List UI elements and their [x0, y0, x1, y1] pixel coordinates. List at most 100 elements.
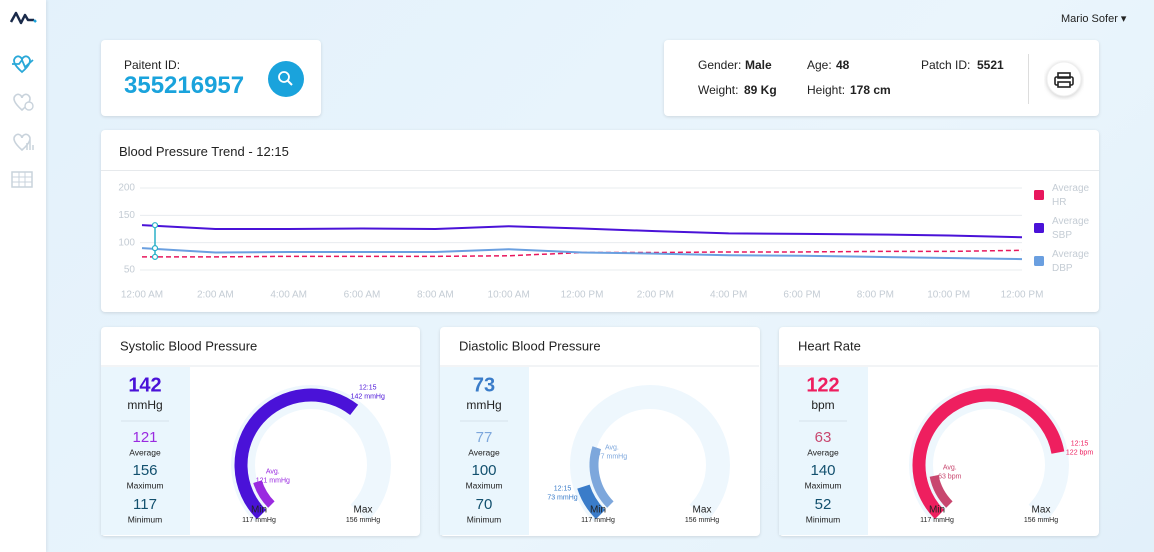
- stat-label: Maximum: [805, 480, 842, 490]
- stat-value: 121: [132, 429, 157, 446]
- patient-card: Paitent ID: 355216957: [101, 40, 321, 116]
- stats-panel: [101, 367, 190, 535]
- gauge-value: 142: [128, 374, 161, 396]
- info-value: 5521: [977, 58, 1004, 72]
- stat-label: Minimum: [806, 514, 840, 524]
- nav-stats[interactable]: [13, 133, 34, 152]
- avg-text: 121 mmHg: [256, 478, 290, 485]
- logo: [9, 11, 34, 25]
- x-tick-label: 6:00 PM: [783, 290, 820, 301]
- legend-label: Average HR: [1052, 183, 1090, 208]
- y-tick-label: 100: [118, 237, 135, 248]
- divider: [1028, 54, 1029, 104]
- gauge-title: Systolic Blood Pressure: [120, 338, 257, 353]
- trend-line: [141, 224, 1023, 239]
- stat-value: 140: [810, 462, 835, 479]
- user-name: Mario Sofer: [1061, 13, 1118, 25]
- current-time: 12:15: [1071, 441, 1089, 448]
- max-label: Max: [354, 505, 373, 516]
- x-tick-label: 12:00 PM: [561, 290, 604, 301]
- x-tick-label: 2:00 PM: [637, 290, 674, 301]
- legend-swatch: [1034, 223, 1044, 233]
- legend-swatch: [1034, 190, 1044, 200]
- stat-value: 70: [476, 496, 493, 513]
- legend-label: Average SBP: [1052, 216, 1090, 241]
- max-text: 156 mmHg: [685, 517, 719, 524]
- sidebar-icons: [9, 11, 37, 188]
- header-rule: [101, 170, 1099, 171]
- stat-label: Average: [807, 447, 839, 457]
- x-tick-label: 4:00 PM: [710, 290, 747, 301]
- stat-label: Maximum: [127, 480, 164, 490]
- max-text: 156 mmHg: [346, 517, 380, 524]
- user-menu[interactable]: Mario Sofer ▾: [1061, 13, 1127, 25]
- print-button[interactable]: [1044, 60, 1084, 100]
- current-time: 12:15: [554, 485, 572, 492]
- nav-history[interactable]: [13, 93, 34, 112]
- avg-label: Avg.: [605, 444, 619, 451]
- y-tick-label: 50: [124, 265, 136, 276]
- stat-value: 100: [471, 462, 496, 479]
- info-value: 178 cm: [850, 83, 891, 97]
- trend-line: [141, 247, 1023, 261]
- trend-card: Blood Pressure Trend - 12:15: [101, 130, 1099, 312]
- time-marker-dot: [151, 253, 159, 260]
- stat-label: Minimum: [467, 514, 501, 524]
- x-tick-label: 6:00 AM: [344, 290, 381, 301]
- patient-id: 355216957: [124, 72, 245, 99]
- x-tick-label: 2:00 AM: [197, 290, 234, 301]
- current-text: 142 mmHg: [351, 393, 385, 400]
- avg-label: Avg.: [266, 469, 280, 476]
- info-label: Patch ID:: [921, 58, 971, 72]
- stat-value: 156: [132, 462, 157, 479]
- info-card: Gender: Male Age: 48 Patch ID: 5521 Weight: 89 …: [664, 40, 1099, 116]
- y-tick-label: 200: [118, 183, 135, 194]
- max-label: Max: [693, 505, 712, 516]
- stat-value: 63: [815, 429, 832, 446]
- info-label: Weight:: [698, 83, 739, 97]
- stat-label: Average: [129, 447, 161, 457]
- gauge-title: Heart Rate: [798, 338, 861, 353]
- stat-label: Maximum: [466, 480, 503, 490]
- info-label: Height:: [807, 83, 846, 97]
- min-text: 117 mmHg: [920, 517, 954, 524]
- search-button[interactable]: [267, 60, 305, 98]
- x-tick-label: 12:00 PM: [1001, 290, 1044, 301]
- stats-panel: [779, 367, 868, 535]
- logo-accent: [33, 19, 37, 23]
- info-value: Male: [745, 58, 772, 72]
- current-text: 73 mmHg: [547, 494, 577, 501]
- info-value: 89 Kg: [744, 83, 777, 97]
- gauge-average-arc: [589, 446, 614, 508]
- max-text: 156 mmHg: [1024, 517, 1058, 524]
- x-tick-label: 4:00 AM: [270, 290, 307, 301]
- nav-table[interactable]: [11, 171, 33, 188]
- stat-label: Minimum: [128, 514, 162, 524]
- stat-value: 77: [476, 429, 493, 446]
- avg-text: 63 bpm: [938, 474, 962, 481]
- min-label: Min: [251, 505, 267, 516]
- min-text: 117 mmHg: [242, 517, 276, 524]
- legend-label: Average DBP: [1052, 249, 1090, 274]
- avg-text: 77 mmHg: [597, 453, 627, 460]
- x-tick-label: 8:00 AM: [417, 290, 454, 301]
- legend-swatch: [1034, 256, 1044, 266]
- x-tick-label: 8:00 PM: [857, 290, 894, 301]
- gauge-unit: mmHg: [466, 398, 501, 412]
- sidebar: [0, 0, 46, 552]
- x-tick-label: 10:00 AM: [488, 290, 530, 301]
- gauge-track: [570, 385, 730, 522]
- avg-label: Avg.: [943, 465, 957, 472]
- current-time: 12:15: [359, 384, 377, 391]
- stats-panel: [440, 367, 529, 535]
- patient-label: Paitent ID:: [124, 58, 181, 72]
- x-tick-label: 12:00 AM: [121, 290, 163, 301]
- time-marker-dot: [151, 222, 159, 229]
- info-value: 48: [836, 58, 850, 72]
- min-label: Min: [590, 505, 606, 516]
- gauge-current-arc: [912, 388, 1065, 520]
- time-marker-dot: [151, 245, 159, 252]
- nav-trend[interactable]: [12, 55, 34, 74]
